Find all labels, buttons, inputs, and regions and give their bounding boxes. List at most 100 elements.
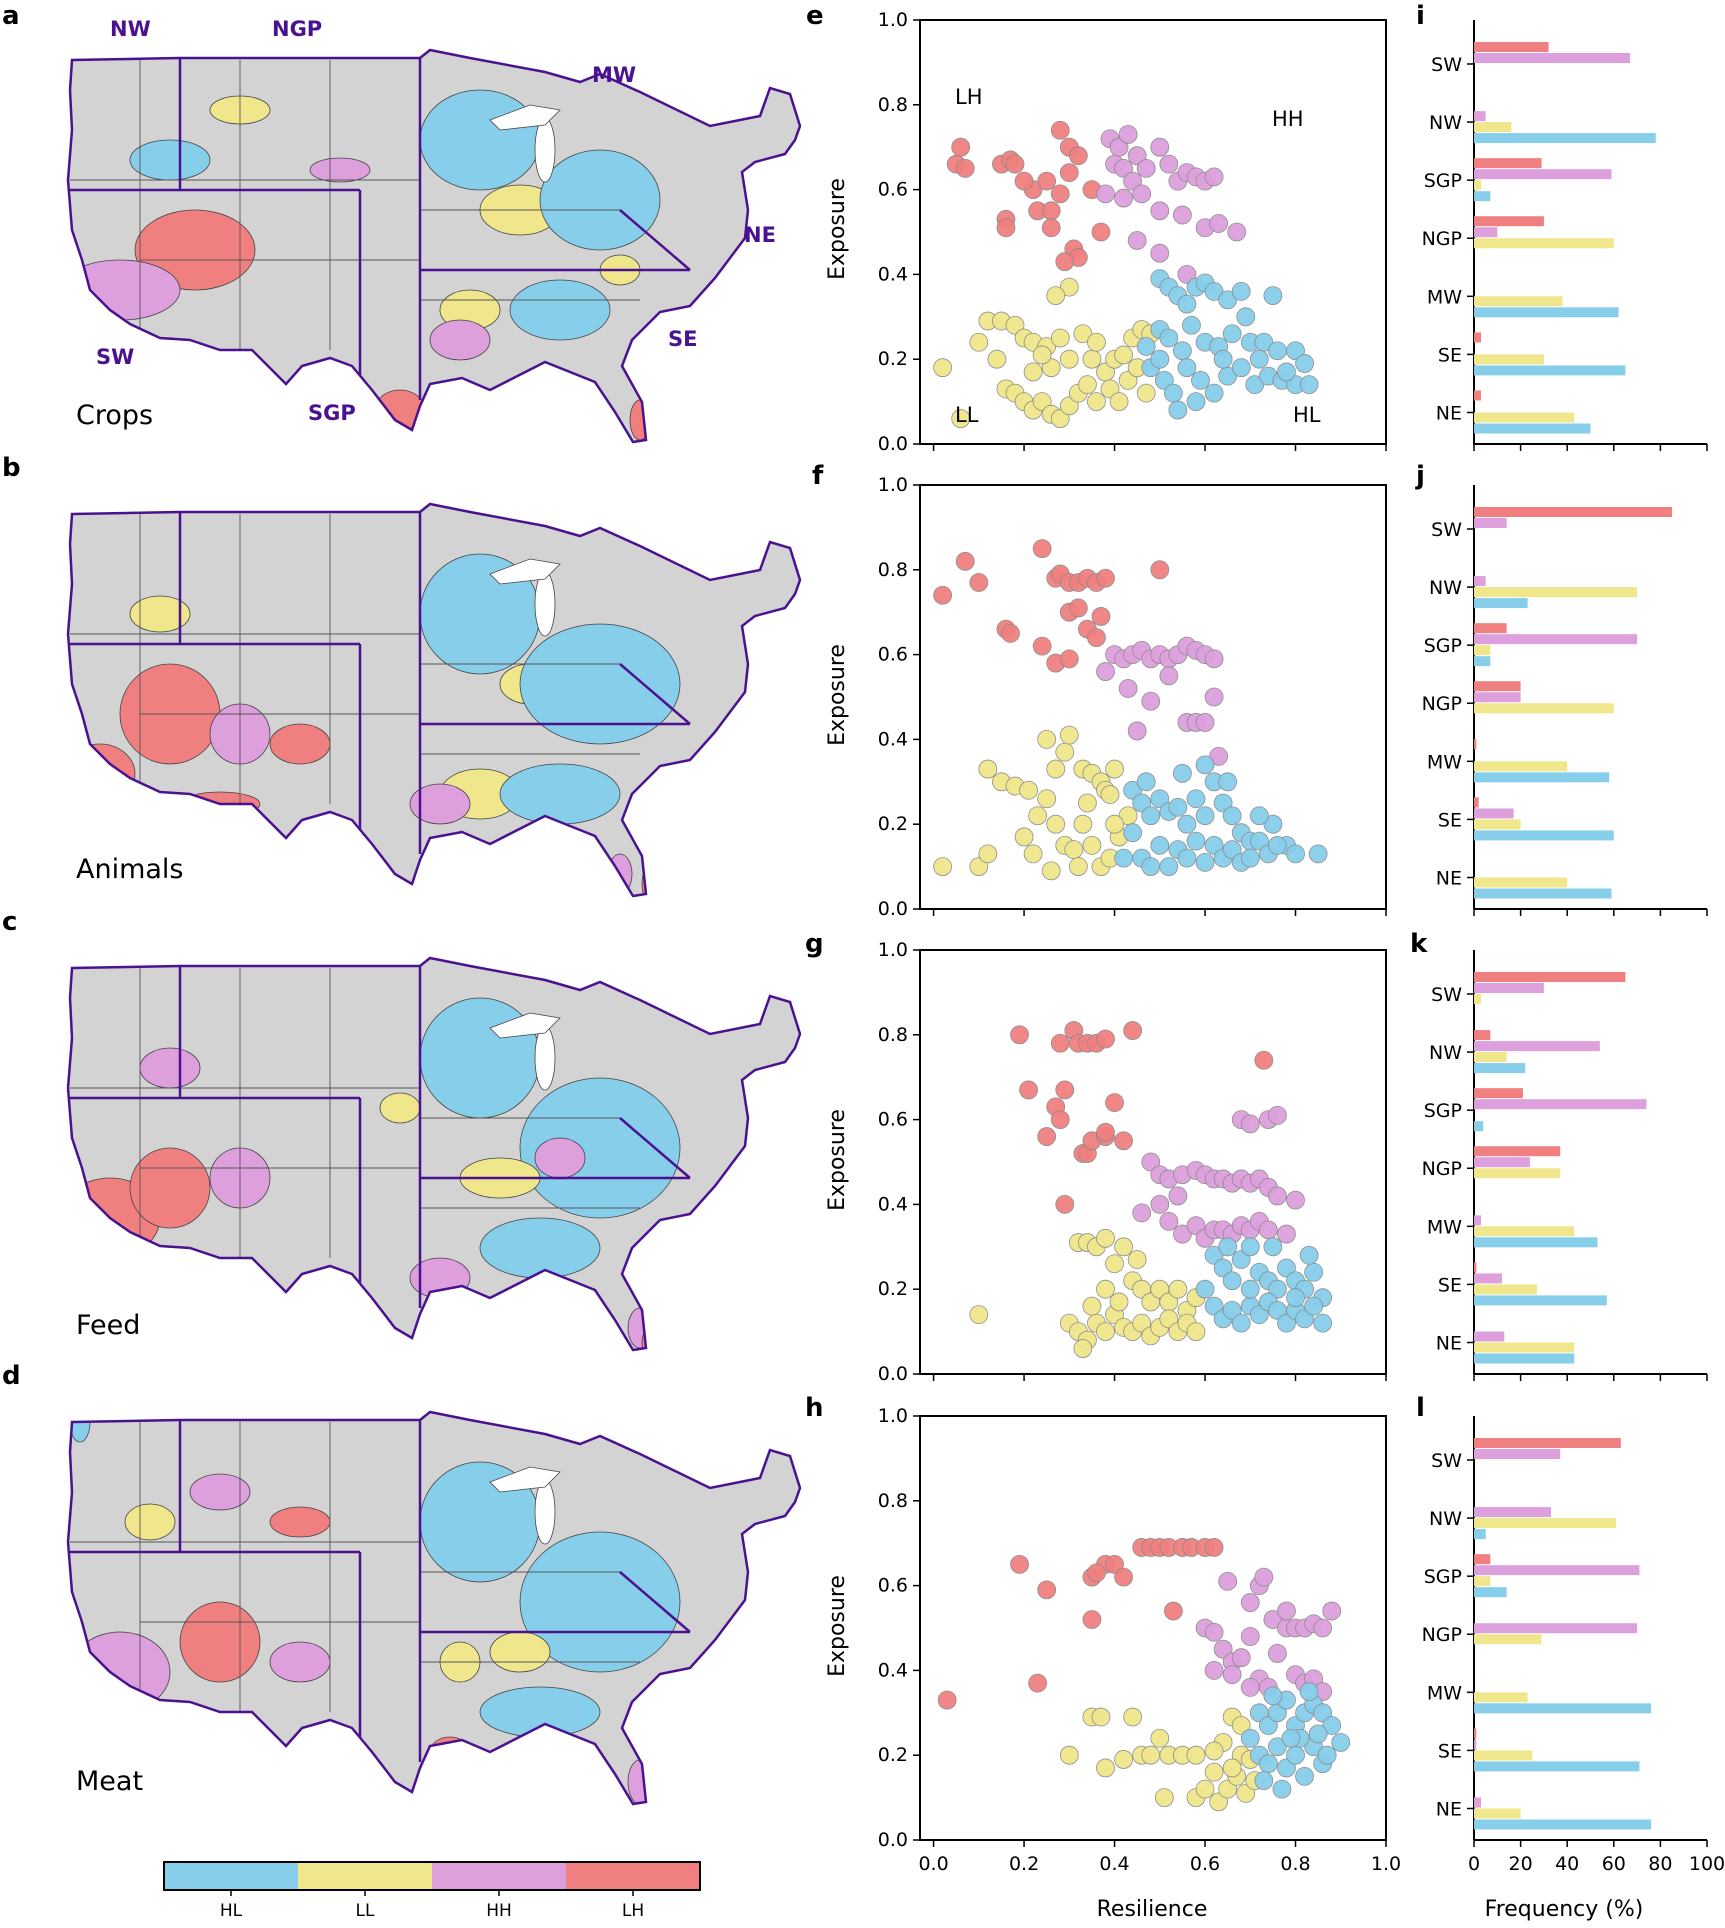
point-lh	[1163, 1601, 1183, 1621]
bar-hl	[1474, 1819, 1652, 1830]
point-lh	[1050, 184, 1070, 204]
point-ll	[1186, 1322, 1206, 1341]
point-ll	[1114, 345, 1133, 365]
county-lh	[129, 1147, 211, 1229]
point-lh	[996, 218, 1016, 238]
region-border	[619, 663, 691, 725]
bar-hh	[1474, 169, 1612, 180]
point-ll	[1037, 789, 1057, 809]
great-lakes	[489, 1012, 561, 1039]
bar-lh	[1474, 739, 1477, 750]
bar-lh	[1474, 681, 1521, 692]
point-hl	[1177, 294, 1197, 314]
bars-l: 0 20 40 60 80 100 SW NW SGP NGP MW SE NE	[1422, 1416, 1725, 1875]
point-hh	[1150, 137, 1170, 157]
point-ll	[1204, 1741, 1224, 1761]
point-hh	[1268, 1644, 1287, 1663]
point-hl	[1168, 400, 1188, 420]
y-tick-label: 0.4	[878, 1193, 908, 1215]
panel-label-a: a	[2, 1, 20, 31]
point-hh	[1136, 158, 1156, 178]
point-hh	[1204, 1661, 1224, 1680]
point-hh	[1159, 154, 1179, 174]
point-hl	[1231, 1313, 1251, 1333]
point-ll	[1032, 345, 1052, 365]
county-hl	[519, 1531, 681, 1673]
bars-i: SW NW SGP NGP MW SE NE	[1422, 20, 1708, 451]
point-lh	[1096, 1122, 1115, 1142]
point-lh	[1059, 163, 1079, 183]
county-hh	[69, 1631, 171, 1713]
county-hl	[479, 1217, 601, 1279]
point-ll	[1050, 328, 1070, 348]
bar-ll	[1474, 412, 1575, 423]
map-outline	[66, 1410, 802, 1806]
county-hl	[509, 279, 611, 341]
bar-hh	[1474, 1623, 1638, 1634]
category-label: MW	[1427, 286, 1462, 308]
county-hh	[68, 259, 181, 321]
county-hl	[519, 623, 681, 745]
scatter-h: 0.0 0.2 0.4 0.6 0.8 1.0 0.0 0.2 0.4 0.6 0.8 1.0	[878, 1405, 1401, 1875]
panel-label-d: d	[2, 1361, 21, 1391]
point-hl	[1186, 789, 1206, 809]
point-hh	[1150, 1195, 1170, 1214]
point-ll	[1168, 1279, 1188, 1299]
bar-hl	[1474, 365, 1626, 376]
point-ll	[1046, 814, 1066, 834]
category-label: MW	[1427, 1216, 1462, 1238]
point-ll	[933, 358, 953, 378]
point-ll	[1096, 1322, 1115, 1341]
bars-k: SW NW SGP NGP MW SE NE	[1422, 950, 1708, 1381]
bar-ll	[1474, 703, 1614, 714]
county-hl	[129, 139, 211, 181]
county-hh	[189, 1473, 251, 1511]
point-hh	[1277, 1601, 1296, 1621]
y-tick-label: 1.0	[878, 474, 908, 496]
point-lh	[1091, 222, 1111, 242]
bar-panels: SW NW SGP NGP MW SE NE SW NW SGP NGP MW SE NE SW NW SGP N…	[1422, 20, 1725, 1875]
bar-hl	[1474, 656, 1491, 667]
bar-hh	[1474, 1331, 1505, 1342]
point-hl	[1163, 383, 1183, 403]
point-hl	[1168, 797, 1188, 817]
us-map-meat	[66, 1410, 802, 1806]
y-tick-label: 0.8	[878, 94, 908, 116]
point-hl	[1177, 848, 1197, 868]
point-hh	[1240, 1677, 1260, 1697]
point-ll	[1109, 1292, 1129, 1312]
point-hl	[1286, 844, 1305, 864]
point-hh	[1150, 201, 1170, 221]
county-hh	[627, 1759, 653, 1804]
region-label-nw: NW	[110, 17, 151, 41]
category-label: SGP	[1424, 1566, 1462, 1588]
county-hh	[309, 157, 371, 183]
y-tick-label: 0.2	[878, 348, 908, 370]
point-hh	[1114, 188, 1133, 208]
region-border	[619, 1571, 691, 1633]
point-hl	[1231, 281, 1251, 301]
point-hl	[1263, 1237, 1283, 1257]
point-hl	[1222, 324, 1242, 344]
colorbar-label-hh: HH	[486, 1901, 512, 1921]
point-hh	[1254, 1567, 1274, 1587]
bar-lh	[1474, 390, 1481, 401]
point-hl	[1141, 806, 1161, 826]
category-label: NW	[1429, 112, 1462, 134]
x-tick-label: 0.2	[1009, 1853, 1039, 1875]
category-label: SW	[1431, 1450, 1462, 1472]
bar-hl	[1474, 1295, 1607, 1306]
point-ll	[1195, 1779, 1215, 1799]
plot-frame	[919, 19, 1387, 445]
point-hh	[1127, 231, 1147, 250]
point-hh	[1132, 184, 1152, 204]
category-label: NGP	[1422, 228, 1462, 250]
point-ll	[1037, 730, 1057, 749]
bar-hh	[1474, 518, 1507, 528]
point-hl	[1304, 1262, 1324, 1282]
point-hl	[1240, 848, 1260, 868]
map-title-feed: Feed	[76, 1310, 140, 1341]
bar-hh	[1474, 634, 1638, 645]
county-lh	[179, 1601, 261, 1683]
point-lh	[1050, 120, 1070, 140]
